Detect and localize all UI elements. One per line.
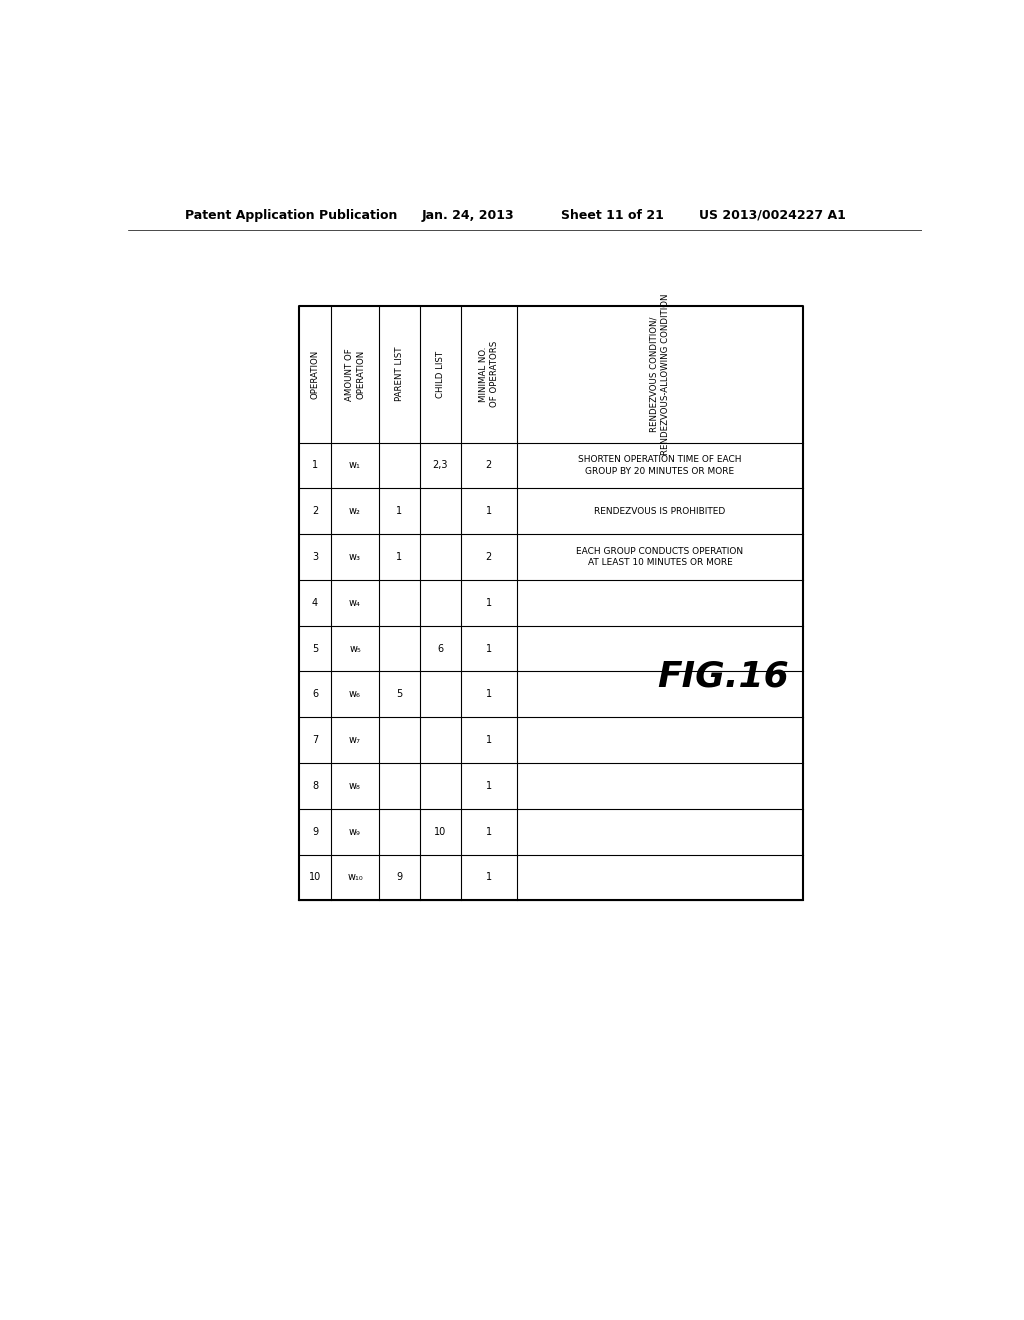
Text: w₇: w₇ [349, 735, 360, 744]
Text: US 2013/0024227 A1: US 2013/0024227 A1 [699, 209, 846, 222]
Text: w₄: w₄ [349, 598, 360, 607]
Text: 4: 4 [312, 598, 318, 607]
Text: 1: 1 [485, 506, 492, 516]
Text: RENDEZVOUS CONDITION/
RENDEZVOUS-ALLOWING CONDITION: RENDEZVOUS CONDITION/ RENDEZVOUS-ALLOWIN… [650, 293, 670, 455]
Text: 6: 6 [437, 644, 443, 653]
Text: 8: 8 [312, 781, 318, 791]
Text: 6: 6 [312, 689, 318, 700]
Text: w₉: w₉ [349, 826, 360, 837]
Text: 10: 10 [309, 873, 322, 883]
Text: w₆: w₆ [349, 689, 360, 700]
Text: 3: 3 [312, 552, 318, 562]
Text: 1: 1 [312, 461, 318, 470]
Text: PARENT LIST: PARENT LIST [394, 347, 403, 401]
Text: CHILD LIST: CHILD LIST [435, 351, 444, 397]
Text: OPERATION: OPERATION [310, 350, 319, 399]
Text: MINIMAL NO.
OF OPERATORS: MINIMAL NO. OF OPERATORS [479, 341, 499, 408]
Text: Sheet 11 of 21: Sheet 11 of 21 [560, 209, 664, 222]
Text: RENDEZVOUS IS PROHIBITED: RENDEZVOUS IS PROHIBITED [594, 507, 726, 516]
Text: 2: 2 [485, 461, 492, 470]
Text: 1: 1 [485, 781, 492, 791]
Text: 5: 5 [312, 644, 318, 653]
Text: 10: 10 [434, 826, 446, 837]
Text: SHORTEN OPERATION TIME OF EACH
GROUP BY 20 MINUTES OR MORE: SHORTEN OPERATION TIME OF EACH GROUP BY … [579, 455, 741, 475]
Text: 1: 1 [396, 552, 402, 562]
Text: AMOUNT OF
OPERATION: AMOUNT OF OPERATION [345, 347, 365, 400]
Text: 1: 1 [396, 506, 402, 516]
Text: 2,3: 2,3 [432, 461, 447, 470]
Text: Jan. 24, 2013: Jan. 24, 2013 [422, 209, 514, 222]
Text: 2: 2 [312, 506, 318, 516]
Text: 9: 9 [396, 873, 402, 883]
Text: w₈: w₈ [349, 781, 360, 791]
Text: 9: 9 [312, 826, 318, 837]
Text: 5: 5 [396, 689, 402, 700]
Text: EACH GROUP CONDUCTS OPERATION
AT LEAST 10 MINUTES OR MORE: EACH GROUP CONDUCTS OPERATION AT LEAST 1… [577, 546, 743, 568]
Text: w₂: w₂ [349, 506, 360, 516]
Text: 1: 1 [485, 598, 492, 607]
Text: 1: 1 [485, 644, 492, 653]
Text: 1: 1 [485, 689, 492, 700]
Text: w₁₀: w₁₀ [347, 873, 362, 883]
Text: w₅: w₅ [349, 644, 360, 653]
Text: w₃: w₃ [349, 552, 361, 562]
Text: Patent Application Publication: Patent Application Publication [185, 209, 397, 222]
Text: 7: 7 [312, 735, 318, 744]
Text: 1: 1 [485, 826, 492, 837]
Text: 2: 2 [485, 552, 492, 562]
Text: w₁: w₁ [349, 461, 360, 470]
Text: 1: 1 [485, 873, 492, 883]
Text: 1: 1 [485, 735, 492, 744]
Text: FIG.16: FIG.16 [657, 660, 790, 694]
